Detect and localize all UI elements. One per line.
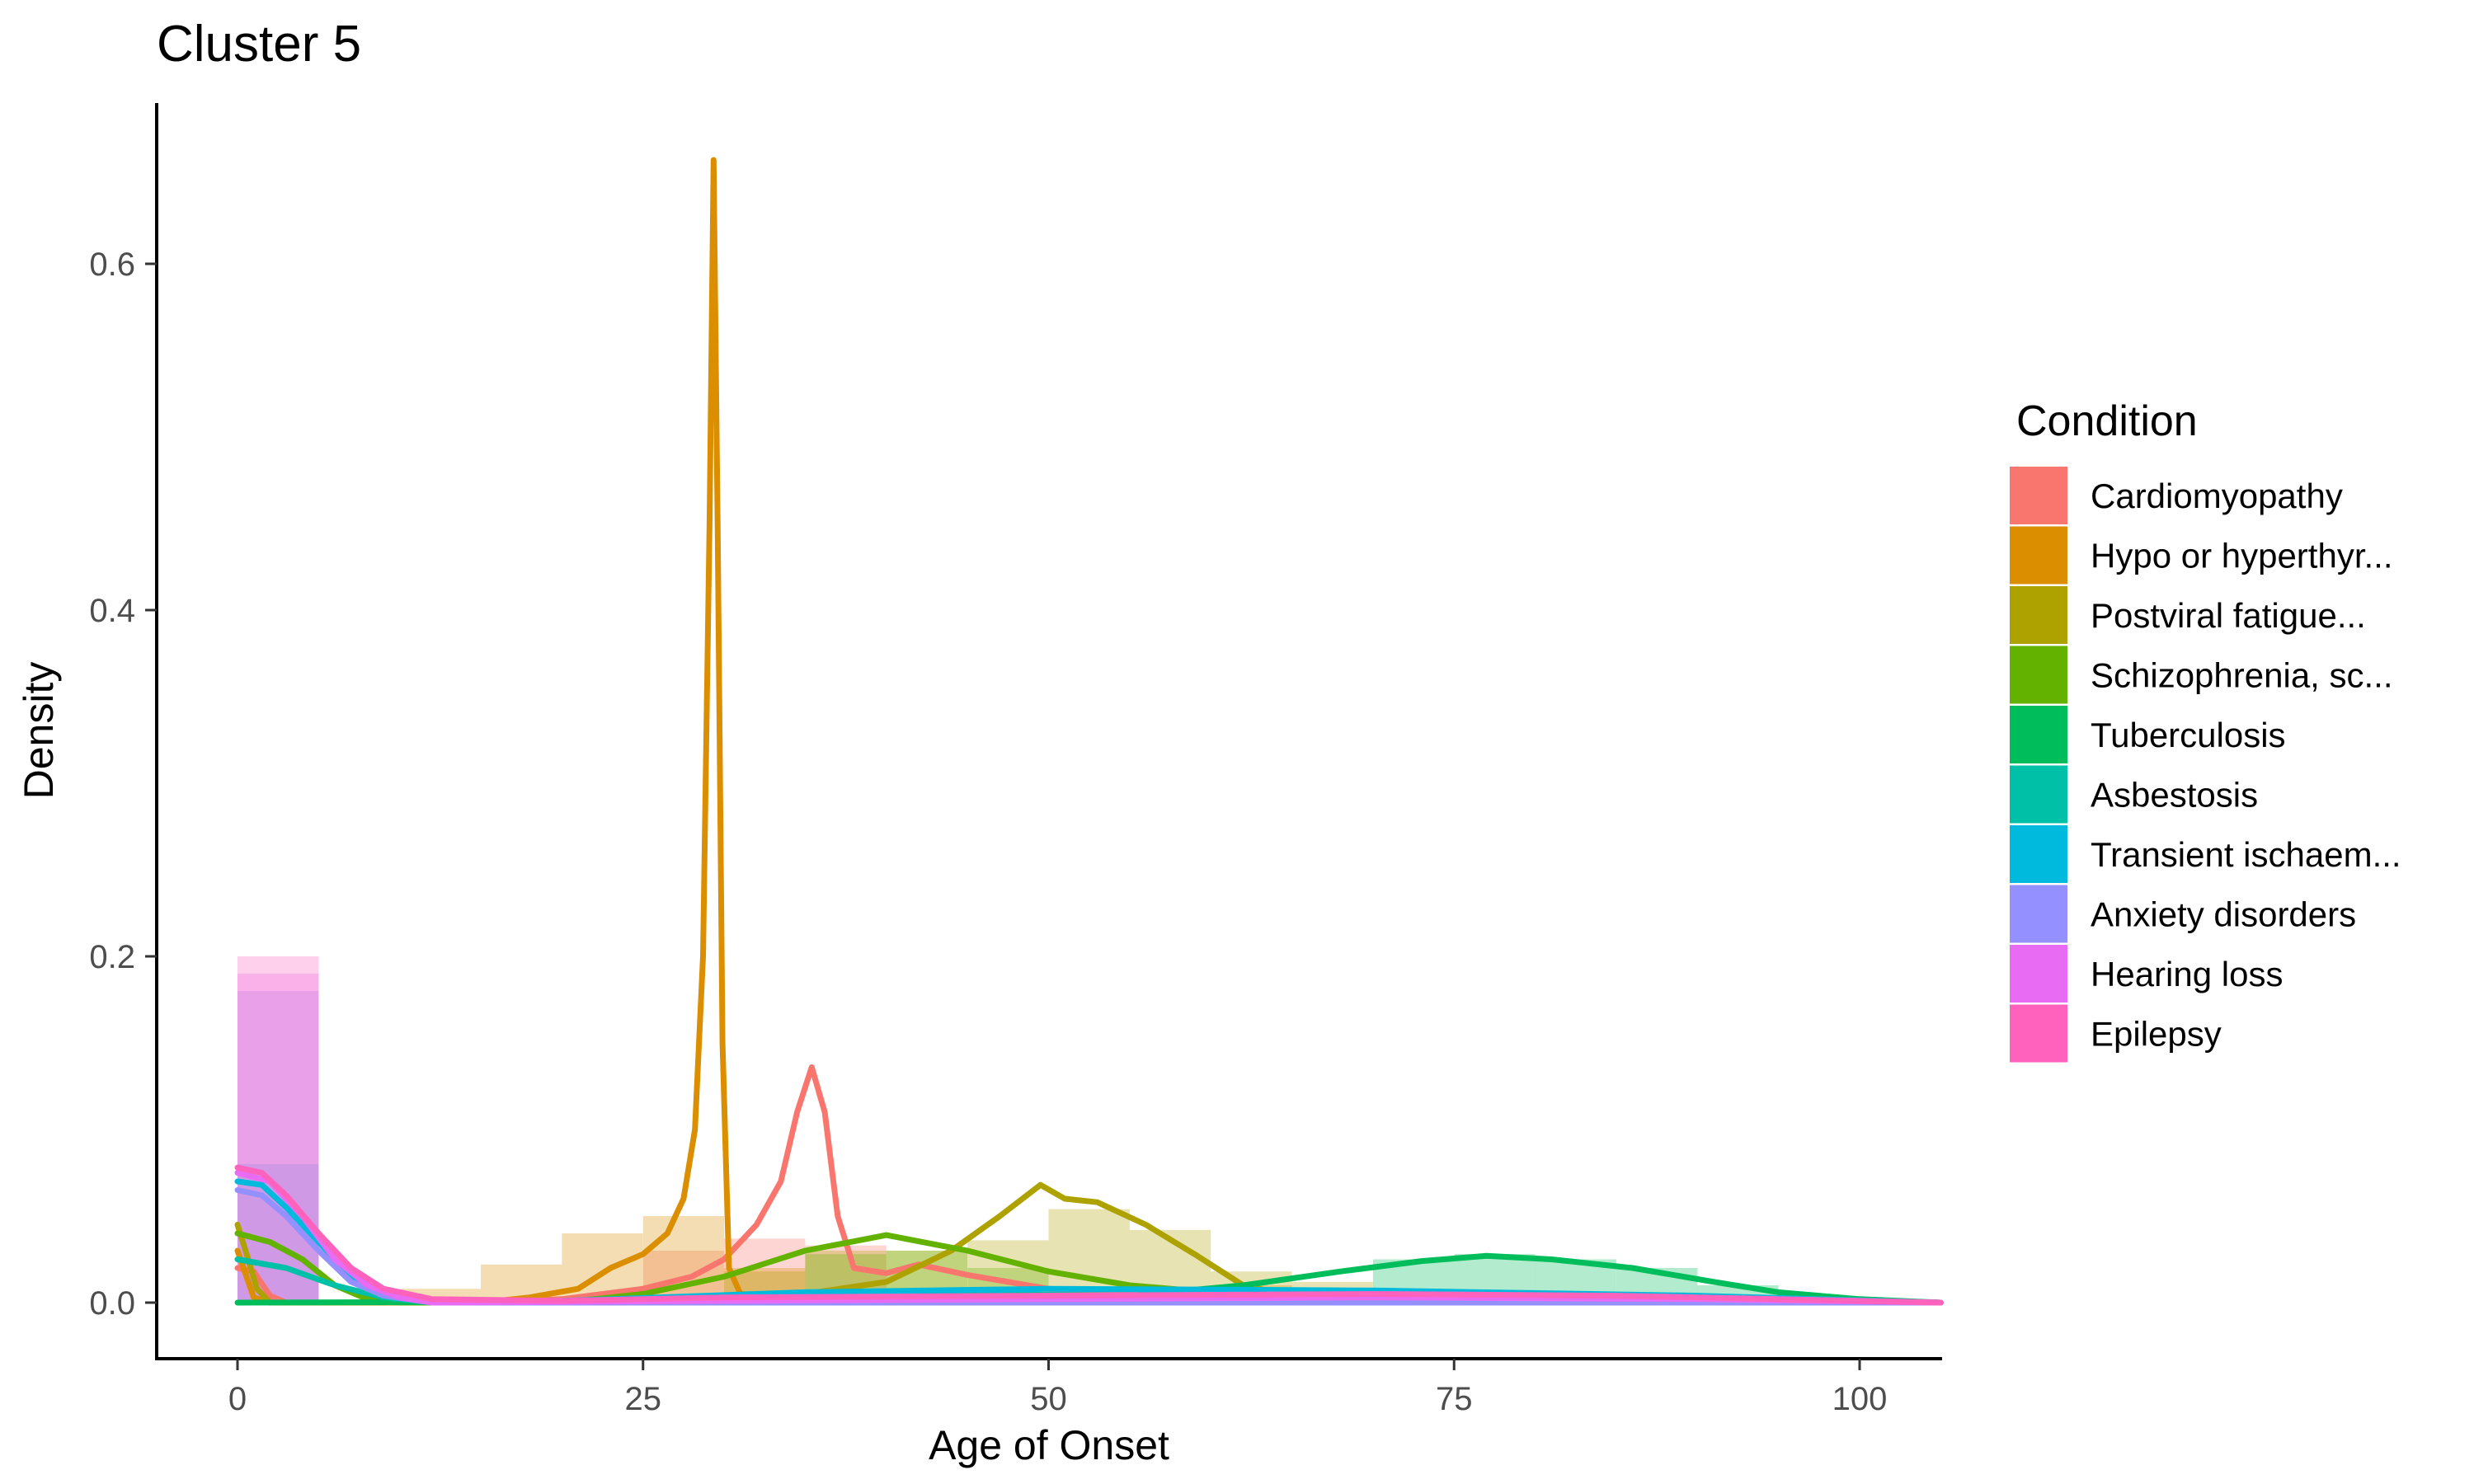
legend-label: Asbestosis <box>2091 776 2258 815</box>
y-tick-label: 0.6 <box>89 247 135 283</box>
legend-label: Cardiomyopathy <box>2091 477 2343 515</box>
x-axis-title: Age of Onset <box>929 1422 1169 1468</box>
axes <box>155 103 1942 1360</box>
legend-swatch <box>2010 1004 2067 1063</box>
legend: Condition Cardiomyopathy Hypo or hyperthy… <box>2010 397 2401 1063</box>
histogram-bar <box>238 956 319 1303</box>
legend-label: Schizophrenia, sc... <box>2091 656 2393 695</box>
y-axis-title: Density <box>16 662 62 800</box>
legend-swatch <box>2010 885 2067 943</box>
y-tick-label: 0.4 <box>89 593 135 629</box>
y-tick-label: 0.0 <box>89 1285 135 1322</box>
legend-title: Condition <box>2016 397 2198 445</box>
density-curve <box>234 1164 1944 1306</box>
y-ticks: 0.0 0.2 0.4 0.6 <box>89 247 157 1322</box>
legend-swatch <box>2010 706 2067 763</box>
legend-label: Anxiety disorders <box>2091 895 2356 934</box>
y-tick-label: 0.2 <box>89 939 135 975</box>
histogram-layer <box>238 956 1779 1303</box>
chart-title: Cluster 5 <box>157 16 362 73</box>
density-curve-layer <box>234 157 1944 1306</box>
legend-label: Hypo or hyperthyr... <box>2091 537 2393 575</box>
histogram-bar <box>238 991 319 1303</box>
legend-swatch <box>2010 467 2067 524</box>
legend-swatch <box>2010 646 2067 704</box>
legend-swatch <box>2010 825 2067 883</box>
legend-label: Tuberculosis <box>2091 716 2286 754</box>
x-tick-label: 50 <box>1030 1381 1067 1417</box>
x-ticks: 0 25 50 75 100 <box>228 1359 1888 1417</box>
legend-label: Postviral fatigue... <box>2091 596 2366 635</box>
x-tick-label: 75 <box>1436 1381 1473 1417</box>
legend-label: Hearing loss <box>2091 955 2283 993</box>
density-curve <box>234 157 1944 1306</box>
legend-swatch <box>2010 945 2067 1003</box>
legend-label: Transient ischaem... <box>2091 835 2401 874</box>
legend-swatch <box>2010 765 2067 824</box>
x-tick-label: 0 <box>228 1381 247 1417</box>
x-tick-label: 25 <box>625 1381 662 1417</box>
legend-label: Epilepsy <box>2091 1015 2222 1054</box>
legend-swatch <box>2010 586 2067 644</box>
x-tick-label: 100 <box>1832 1381 1888 1417</box>
legend-swatch <box>2010 526 2067 585</box>
